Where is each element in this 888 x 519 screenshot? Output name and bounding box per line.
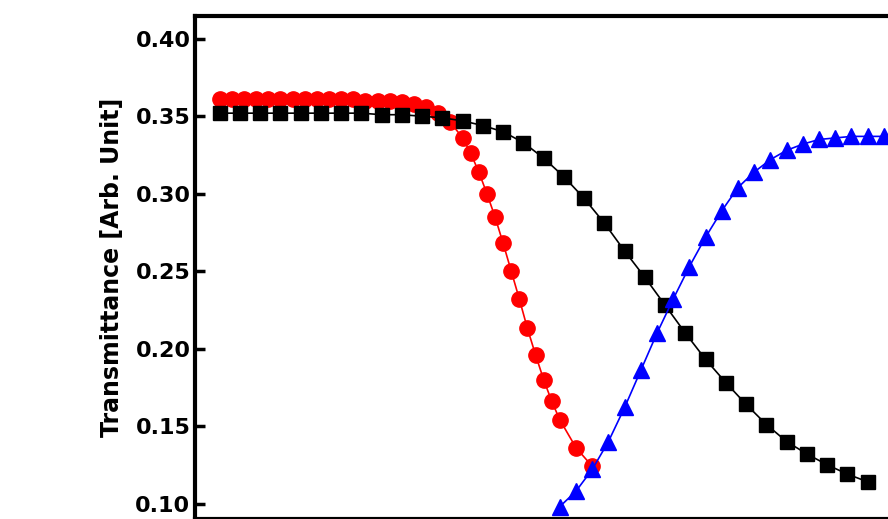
Mode 2 (Black) xyxy=(579,195,590,201)
Mode 1 (Red) xyxy=(445,119,456,126)
Mode 1 (Red) xyxy=(397,99,408,105)
Mode 1 (Red) xyxy=(457,135,468,141)
Mode 2 (Black) xyxy=(599,220,610,226)
Y-axis label: Transmittance [Arb. Unit]: Transmittance [Arb. Unit] xyxy=(100,98,124,437)
Mode 1 (Red) xyxy=(287,96,297,102)
Mode 2 (Black) xyxy=(559,173,569,180)
Mode 3 (Blue) xyxy=(619,404,630,411)
Mode 1 (Red) xyxy=(214,96,225,102)
Mode 2 (Black) xyxy=(660,302,670,308)
Mode 3 (Blue) xyxy=(862,133,873,140)
Mode 2 (Black) xyxy=(275,110,286,116)
Mode 3 (Blue) xyxy=(554,503,565,510)
Mode 2 (Black) xyxy=(518,140,528,146)
Mode 1 (Red) xyxy=(421,104,432,110)
Mode 2 (Black) xyxy=(802,451,813,457)
Mode 3 (Blue) xyxy=(878,133,888,140)
Mode 3 (Blue) xyxy=(717,208,727,214)
Mode 1 (Red) xyxy=(433,110,444,116)
Mode 1 (Red) xyxy=(481,190,492,197)
Mode 2 (Black) xyxy=(397,112,408,118)
Mode 2 (Black) xyxy=(336,110,346,116)
Mode 3 (Blue) xyxy=(797,141,808,147)
Mode 1 (Red) xyxy=(514,296,525,302)
Mode 3 (Blue) xyxy=(781,147,792,154)
Mode 3 (Blue) xyxy=(701,234,711,240)
Mode 2 (Black) xyxy=(862,479,873,485)
Mode 1 (Red) xyxy=(263,96,274,102)
Mode 3 (Blue) xyxy=(668,296,678,302)
Mode 1 (Red) xyxy=(408,101,419,107)
Mode 3 (Blue) xyxy=(765,157,776,163)
Mode 1 (Red) xyxy=(299,96,310,102)
Mode 1 (Red) xyxy=(522,325,533,332)
Mode 1 (Red) xyxy=(506,268,517,274)
Mode 1 (Red) xyxy=(250,96,261,102)
Mode 1 (Red) xyxy=(473,169,484,175)
Mode 1 (Red) xyxy=(465,151,476,157)
Mode 2 (Black) xyxy=(255,110,266,116)
Mode 1 (Red) xyxy=(546,398,557,404)
Mode 2 (Black) xyxy=(296,110,306,116)
Mode 2 (Black) xyxy=(701,357,711,363)
Mode 2 (Black) xyxy=(214,110,225,116)
Mode 2 (Black) xyxy=(457,118,468,124)
Mode 2 (Black) xyxy=(781,439,792,445)
Mode 3 (Blue) xyxy=(571,488,582,494)
Mode 1 (Red) xyxy=(571,445,582,451)
Mode 2 (Black) xyxy=(680,330,691,336)
Mode 3 (Blue) xyxy=(684,264,694,270)
Mode 1 (Red) xyxy=(239,96,250,102)
Line: Mode 3 (Blue): Mode 3 (Blue) xyxy=(552,129,888,514)
Mode 3 (Blue) xyxy=(636,367,646,373)
Mode 1 (Red) xyxy=(587,463,598,470)
Mode 1 (Red) xyxy=(538,376,549,383)
Mode 1 (Red) xyxy=(323,96,334,102)
Mode 1 (Red) xyxy=(372,98,383,104)
Mode 2 (Black) xyxy=(741,401,751,407)
Mode 1 (Red) xyxy=(530,352,541,358)
Mode 2 (Black) xyxy=(639,274,650,280)
Mode 1 (Red) xyxy=(498,240,509,247)
Mode 3 (Blue) xyxy=(830,135,841,141)
Mode 2 (Black) xyxy=(377,112,387,118)
Mode 2 (Black) xyxy=(619,248,630,254)
Mode 3 (Blue) xyxy=(733,184,743,190)
Mode 3 (Blue) xyxy=(846,133,857,140)
Mode 2 (Black) xyxy=(761,421,772,428)
Mode 3 (Blue) xyxy=(587,466,598,472)
Mode 3 (Blue) xyxy=(813,136,824,143)
Mode 2 (Black) xyxy=(416,113,427,119)
Mode 1 (Red) xyxy=(275,96,286,102)
Mode 1 (Red) xyxy=(226,96,237,102)
Line: Mode 2 (Black): Mode 2 (Black) xyxy=(213,106,875,489)
Mode 1 (Red) xyxy=(312,96,322,102)
Mode 2 (Black) xyxy=(315,110,326,116)
Mode 1 (Red) xyxy=(554,417,565,423)
Mode 2 (Black) xyxy=(498,129,509,135)
Mode 2 (Black) xyxy=(720,379,731,386)
Mode 1 (Red) xyxy=(489,214,500,220)
Mode 3 (Blue) xyxy=(652,330,662,336)
Mode 2 (Black) xyxy=(821,462,832,468)
Mode 1 (Red) xyxy=(385,98,395,104)
Mode 1 (Red) xyxy=(348,96,359,102)
Mode 1 (Red) xyxy=(336,96,346,102)
Mode 3 (Blue) xyxy=(603,439,614,445)
Mode 2 (Black) xyxy=(437,115,448,121)
Mode 1 (Red) xyxy=(361,98,371,104)
Mode 2 (Black) xyxy=(356,110,367,116)
Mode 2 (Black) xyxy=(538,155,549,161)
Mode 2 (Black) xyxy=(842,471,852,477)
Mode 3 (Blue) xyxy=(749,169,759,175)
Mode 2 (Black) xyxy=(478,122,488,129)
Mode 2 (Black) xyxy=(234,110,245,116)
Line: Mode 1 (Red): Mode 1 (Red) xyxy=(212,91,600,474)
